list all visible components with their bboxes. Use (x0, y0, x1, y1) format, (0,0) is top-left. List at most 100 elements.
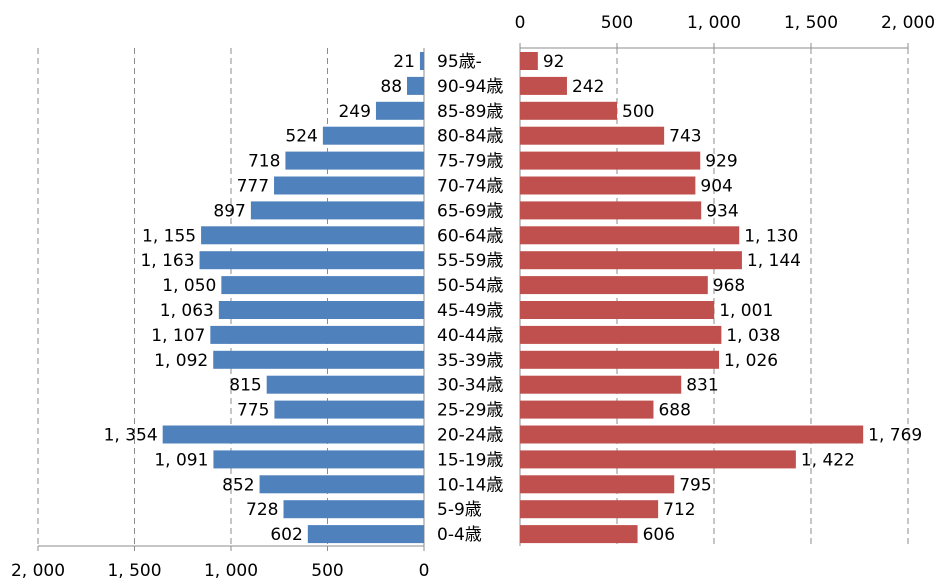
right-bar (520, 52, 538, 70)
right-bar (520, 350, 720, 369)
age-group-label: 15-19歳 (437, 450, 503, 470)
right-bar (520, 375, 682, 394)
right-bar (520, 226, 740, 245)
right-axis-tick-label: 2, 000 (881, 13, 935, 33)
right-bar (520, 276, 708, 295)
age-group-label: 50-54歳 (437, 276, 503, 296)
right-axis-tick-label: 500 (601, 13, 633, 33)
right-bar (520, 475, 675, 494)
age-group-label: 5-9歳 (437, 500, 482, 520)
left-bar (274, 176, 424, 195)
tick-labels: 2, 000 1, 500 1, 000 500 0 0 500 1, 000 1, 500 2,… (11, 13, 935, 581)
right-bar (520, 400, 654, 419)
right-value-label: 1, 144 (747, 251, 801, 271)
right-bar (520, 425, 864, 444)
right-value-label: 712 (663, 500, 695, 520)
grid-lines (37, 48, 909, 546)
age-group-label: 45-49歳 (437, 301, 503, 321)
right-value-label: 606 (643, 525, 675, 545)
left-bar (285, 151, 424, 170)
left-bar (274, 400, 424, 419)
left-bar (375, 101, 424, 120)
left-axis-tick-label: 500 (311, 561, 343, 581)
left-value-label: 777 (237, 177, 269, 197)
age-group-label: 40-44歳 (437, 326, 503, 346)
left-axis-tick-label: 1, 500 (107, 561, 161, 581)
left-value-label: 1, 107 (151, 326, 205, 346)
right-value-label: 688 (658, 401, 690, 421)
left-value-label: 897 (213, 201, 245, 221)
age-group-label: 95歳- (437, 52, 482, 72)
age-group-label: 10-14歳 (437, 475, 503, 495)
value-labels: 21 92 88 242 249 500 524 743 718 929 777 904 897 934 1… (104, 52, 923, 545)
age-group-label: 55-59歳 (437, 251, 503, 271)
left-value-label: 1, 050 (162, 276, 216, 296)
age-group-label: 75-79歳 (437, 152, 503, 172)
left-series-bars (162, 52, 425, 544)
right-bar (520, 325, 722, 344)
right-value-label: 929 (705, 152, 737, 172)
right-bar (520, 176, 696, 195)
right-bar (520, 500, 659, 519)
left-value-label: 88 (380, 77, 402, 97)
left-value-label: 1, 155 (142, 226, 196, 246)
left-bar (283, 500, 424, 519)
age-group-label: 90-94歳 (437, 77, 503, 97)
left-bar (162, 425, 425, 444)
left-value-label: 852 (222, 475, 254, 495)
right-value-label: 500 (622, 102, 654, 122)
left-value-label: 524 (285, 127, 317, 147)
age-group-label: 20-24歳 (437, 426, 503, 446)
right-bar (520, 151, 701, 170)
right-value-label: 934 (706, 201, 738, 221)
left-bar (419, 52, 424, 70)
right-bar (520, 251, 742, 270)
right-bar (520, 450, 796, 469)
right-bar (520, 101, 617, 120)
right-axis-tick-label: 1, 500 (784, 13, 838, 33)
right-value-label: 92 (543, 52, 565, 72)
age-group-label: 0-4歳 (437, 525, 482, 545)
left-bar (199, 251, 424, 270)
left-bar (201, 226, 424, 245)
left-value-label: 249 (338, 102, 370, 122)
left-value-label: 775 (237, 401, 269, 421)
left-value-label: 602 (270, 525, 302, 545)
right-value-label: 968 (713, 276, 745, 296)
age-group-label: 30-34歳 (437, 376, 503, 396)
age-group-label: 65-69歳 (437, 201, 503, 221)
left-bar (259, 475, 424, 494)
right-value-label: 1, 769 (868, 426, 922, 446)
right-axis-tick-label: 1, 000 (687, 13, 741, 33)
left-axis-tick-label: 2, 000 (11, 561, 65, 581)
age-group-labels: 95歳- 90-94歳 85-89歳 80-84歳 75-79歳 70-74歳 65-69歳… (437, 52, 503, 545)
right-value-label: 1, 026 (724, 351, 778, 371)
right-bar (520, 301, 715, 319)
right-value-label: 1, 422 (801, 450, 855, 470)
right-value-label: 1, 038 (726, 326, 780, 346)
left-value-label: 815 (229, 376, 261, 396)
age-group-label: 25-29歳 (437, 401, 503, 421)
right-value-label: 795 (679, 475, 711, 495)
right-value-label: 242 (572, 77, 604, 97)
right-bar (520, 126, 665, 145)
left-value-label: 728 (246, 500, 278, 520)
right-value-label: 743 (669, 127, 701, 147)
right-bar (520, 76, 567, 95)
right-bar (520, 525, 638, 544)
left-value-label: 1, 092 (154, 351, 208, 371)
right-value-label: 1, 001 (719, 301, 773, 321)
left-axis-tick-label: 0 (419, 561, 430, 581)
left-value-label: 1, 091 (154, 450, 208, 470)
left-bar (322, 126, 424, 145)
right-bar (520, 201, 702, 220)
left-value-label: 718 (248, 152, 280, 172)
left-value-label: 1, 163 (140, 251, 194, 271)
age-group-label: 70-74歳 (437, 177, 503, 197)
left-bar (213, 350, 424, 369)
left-bar (266, 375, 424, 394)
left-bar (307, 525, 424, 544)
left-bar (218, 301, 424, 319)
left-axis-tick-label: 1, 000 (204, 561, 258, 581)
